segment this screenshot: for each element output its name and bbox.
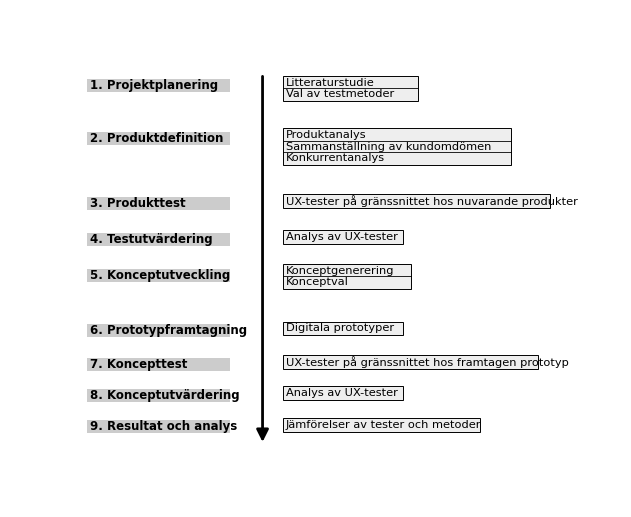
Text: Konceptval: Konceptval [286,277,349,287]
Text: 4. Testutvärdering: 4. Testutvärdering [90,233,213,246]
Text: Sammanställning av kundomdömen: Sammanställning av kundomdömen [286,142,491,152]
Bar [86,197,230,210]
Text: Jämförelser av tester och metoder: Jämförelser av tester och metoder [286,420,481,430]
Text: Analys av UX-tester: Analys av UX-tester [286,232,398,242]
Text: Konceptgenerering: Konceptgenerering [286,266,394,276]
Text: Val av testmetoder: Val av testmetoder [286,89,394,99]
Bar [283,322,403,336]
Bar [283,194,550,208]
Bar [86,233,230,246]
Bar [86,389,230,402]
Bar [283,128,511,165]
Text: 7. Koncepttest: 7. Koncepttest [90,358,187,371]
Text: 9. Resultat och analys: 9. Resultat och analys [90,420,237,433]
Text: UX-tester på gränssnittet hos nuvarande produkter: UX-tester på gränssnittet hos nuvarande … [286,195,577,207]
Text: 3. Produkttest: 3. Produkttest [90,197,186,210]
Bar [86,420,230,433]
Text: 8. Konceptutvärdering: 8. Konceptutvärdering [90,389,239,402]
Text: 5. Konceptutveckling: 5. Konceptutveckling [90,269,230,282]
Bar [86,79,230,92]
Text: 1. Projektplanering: 1. Projektplanering [90,79,218,92]
Bar [86,358,230,371]
Text: 2. Produktdefinition: 2. Produktdefinition [90,132,223,145]
Text: Litteraturstudie: Litteraturstudie [286,78,375,88]
Bar [283,355,538,369]
Bar [86,269,230,282]
Text: Digitala prototyper: Digitala prototyper [286,324,394,333]
Bar [86,324,230,337]
Bar [283,230,403,244]
Bar [283,76,418,101]
Text: 6. Prototypframtagning: 6. Prototypframtagning [90,324,247,337]
Text: UX-tester på gränssnittet hos framtagen prototyp: UX-tester på gränssnittet hos framtagen … [286,356,569,368]
Bar [86,132,230,145]
Text: Analys av UX-tester: Analys av UX-tester [286,388,398,398]
Text: Konkurrentanalys: Konkurrentanalys [286,153,385,163]
Text: Produktanalys: Produktanalys [286,130,367,140]
Bar [283,418,480,432]
Bar [283,264,411,289]
Bar [283,386,403,400]
